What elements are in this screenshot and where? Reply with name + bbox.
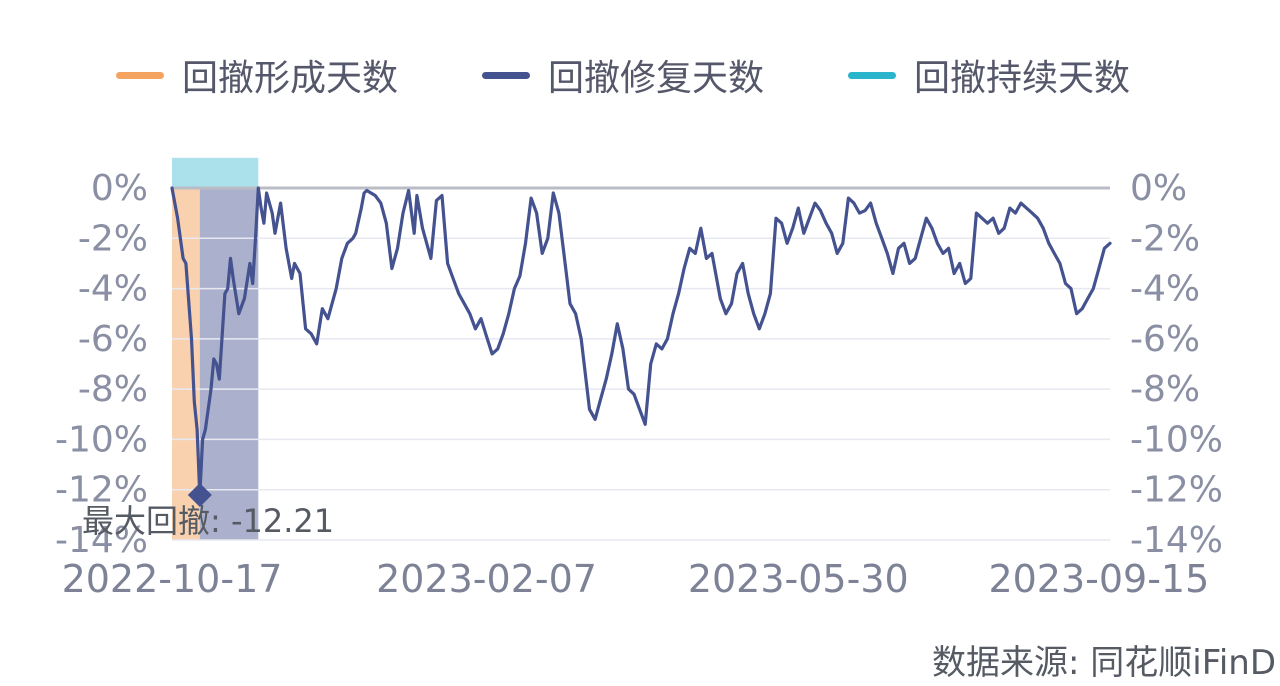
y-tick-label-left: -10%	[55, 419, 148, 460]
x-axis: 2022-10-17 2023-02-07 2023-05-30 2023-09-15	[62, 557, 1210, 601]
y-tick-label-right: -2%	[1130, 218, 1200, 259]
shaded-regions	[172, 157, 259, 540]
shaded-region-3	[172, 157, 259, 188]
legend-swatch-repair	[482, 71, 530, 79]
x-tick-label: 2023-09-15	[988, 557, 1209, 601]
y-tick-label-right: -4%	[1130, 269, 1200, 310]
grid-lines	[172, 186, 1110, 541]
legend-label-repair: 回撤修复天数	[548, 58, 765, 99]
shaded-region-1	[172, 188, 200, 540]
y-tick-label-left: -12%	[55, 470, 148, 511]
y-tick-label-left: -14%	[55, 520, 148, 561]
y-tick-label-right: 0%	[1130, 168, 1187, 209]
max-drawdown-label: 最大回撤: -12.21	[82, 502, 334, 540]
shaded-region-2	[199, 188, 259, 540]
y-tick-label-left: -6%	[78, 319, 148, 360]
y-axis-left: 0% -2% -4% -6% -8% -10% -12% -14%	[55, 168, 148, 561]
legend-item-repair[interactable]: 回撤修复天数	[482, 50, 764, 100]
y-tick-label-right: -12%	[1130, 470, 1223, 511]
legend-swatch-duration	[848, 71, 896, 79]
y-tick-label-left: -4%	[78, 269, 148, 310]
y-tick-label-left: -8%	[78, 369, 148, 410]
x-tick-label: 2023-05-30	[688, 557, 909, 601]
legend-item-formation[interactable]: 回撤形成天数	[116, 50, 398, 100]
legend-item-duration[interactable]: 回撤持续天数	[848, 50, 1130, 100]
data-source-note: 数据来源: 同花顺iFinD	[932, 643, 1276, 683]
y-tick-label-right: -10%	[1130, 419, 1223, 460]
legend-label-formation: 回撤形成天数	[182, 58, 399, 99]
series-line-1	[170, 186, 1112, 497]
y-tick-label-left: -2%	[78, 218, 148, 259]
max-drawdown-marker	[187, 482, 212, 507]
series-lines	[170, 186, 1112, 497]
legend-swatch-formation	[116, 71, 164, 79]
y-tick-label-right: -8%	[1130, 369, 1200, 410]
y-axis-right: 0% -2% -4% -6% -8% -10% -12% -14%	[1130, 168, 1223, 561]
x-tick-label: 2022-10-17	[62, 557, 283, 601]
legend: 回撤形成天数 回撤修复天数 回撤持续天数	[0, 50, 1280, 100]
x-tick-label: 2023-02-07	[376, 557, 597, 601]
y-tick-label-right: -14%	[1130, 520, 1223, 561]
y-tick-label-left: 0%	[91, 168, 148, 209]
max-drawdown-annotation: 最大回撤: -12.21	[82, 482, 334, 540]
legend-label-duration: 回撤持续天数	[914, 58, 1131, 99]
y-tick-label-right: -6%	[1130, 319, 1200, 360]
